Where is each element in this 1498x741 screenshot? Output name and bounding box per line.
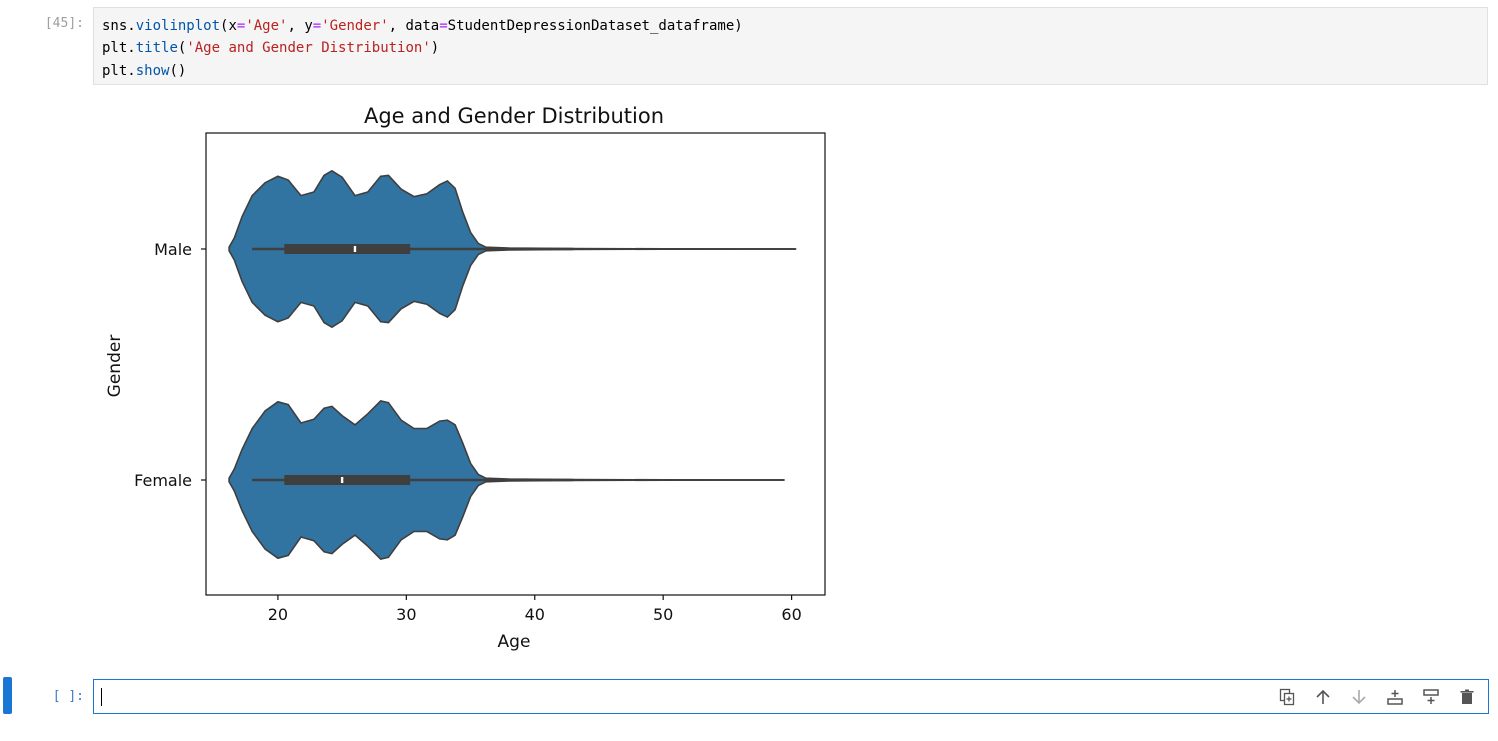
move-up-icon: [1316, 689, 1330, 704]
code-token: ): [430, 40, 440, 56]
code-line-3: plt.show(): [102, 62, 186, 80]
code-token: 'Age': [245, 18, 288, 34]
code-token: plt: [102, 40, 128, 56]
move-up-button[interactable]: [1310, 686, 1336, 708]
insert-cell-above-button[interactable]: [1382, 686, 1408, 708]
insert-above-icon: [1387, 690, 1403, 705]
code-token: 'Age and Gender Distribution': [186, 40, 431, 56]
median-marker: [340, 477, 344, 483]
code-token: (): [169, 63, 187, 79]
code-token: 'Gender': [321, 18, 389, 34]
duplicate-icon: [1279, 688, 1295, 706]
x-tick-label: 50: [653, 605, 673, 624]
x-tick-label: 20: [268, 605, 288, 624]
active-cell-indicator: [3, 677, 12, 714]
x-axis-label: Age: [498, 632, 531, 652]
chart-title: Age and Gender Distribution: [364, 104, 664, 128]
cell-prompt-executed: [45]:: [44, 16, 84, 31]
cell-prompt-empty: [ ]:: [52, 689, 84, 704]
y-tick-label: Female: [134, 471, 192, 490]
code-cell-input[interactable]: sns.violinplot(x='Age', y='Gender', data…: [93, 7, 1488, 85]
x-tick-label: 30: [396, 605, 416, 624]
code-token: =: [439, 18, 448, 34]
x-tick-label: 60: [781, 605, 801, 624]
y-axis-label: Gender: [105, 335, 125, 398]
code-token: , y: [287, 18, 313, 34]
code-token: (: [177, 40, 187, 56]
code-token: .: [127, 40, 136, 56]
code-line-1: sns.violinplot(x='Age', y='Gender', data…: [102, 17, 743, 35]
move-down-button[interactable]: [1346, 686, 1372, 708]
duplicate-cell-button[interactable]: [1274, 686, 1300, 708]
code-token: .: [127, 18, 136, 34]
iqr-box: [284, 475, 411, 485]
code-token: show: [135, 63, 170, 79]
violin-chart: Age and Gender Distribution Male Female 20…: [105, 104, 826, 652]
cell-output: Age and Gender Distribution Male Female 20…: [93, 92, 853, 662]
cell-toolbar: [1274, 686, 1480, 708]
code-token: violinplot: [135, 18, 221, 34]
code-token: =: [236, 18, 246, 34]
insert-below-icon: [1423, 689, 1439, 704]
text-caret: [101, 688, 102, 706]
delete-icon: [1460, 689, 1474, 704]
empty-code-cell[interactable]: [93, 679, 1489, 714]
code-token: sns: [102, 18, 128, 34]
move-down-icon: [1352, 690, 1366, 705]
code-token: =: [312, 18, 322, 34]
median-marker: [353, 246, 357, 252]
code-token: plt: [102, 63, 128, 79]
plot-frame: [205, 132, 826, 596]
code-line-2: plt.title('Age and Gender Distribution'): [102, 39, 439, 57]
y-tick-label: Male: [154, 240, 192, 259]
insert-cell-below-button[interactable]: [1418, 686, 1444, 708]
code-token: StudentDepressionDataset_dataframe): [447, 18, 743, 34]
iqr-box: [284, 244, 411, 254]
delete-cell-button[interactable]: [1454, 686, 1480, 708]
code-token: , data: [388, 18, 440, 34]
code-token: title: [135, 40, 178, 56]
code-token: (x: [220, 18, 237, 34]
x-tick-label: 40: [525, 605, 545, 624]
code-token: .: [127, 63, 136, 79]
